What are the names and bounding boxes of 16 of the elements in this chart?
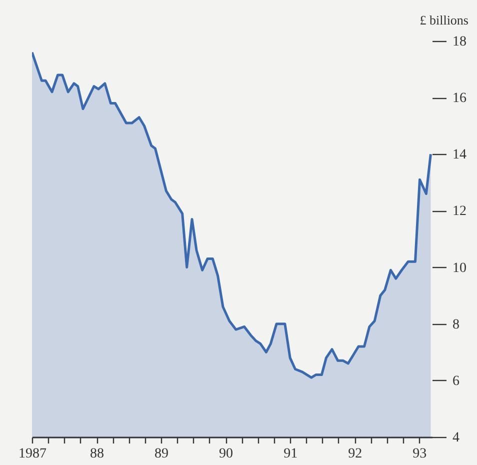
y-tick-label: 16 <box>452 91 466 106</box>
y-tick-label: 10 <box>452 260 466 276</box>
x-tick-label: 93 <box>412 446 427 462</box>
x-tick-label: 88 <box>90 446 104 462</box>
x-tick-label: 1987 <box>18 446 46 462</box>
y-axis-title: £ billions <box>420 12 468 28</box>
y-tick-label: 12 <box>452 204 466 220</box>
x-tick-label: 92 <box>348 446 362 462</box>
x-tick-label: 89 <box>154 446 169 462</box>
y-tick-label: 6 <box>452 374 460 389</box>
x-tick-label: 91 <box>284 446 298 462</box>
y-tick-label: 18 <box>452 34 466 50</box>
y-tick-label: 4 <box>452 430 460 446</box>
y-tick-label: 8 <box>452 317 460 332</box>
y-tick-label: 14 <box>452 148 466 163</box>
x-tick-label: 90 <box>219 446 234 462</box>
